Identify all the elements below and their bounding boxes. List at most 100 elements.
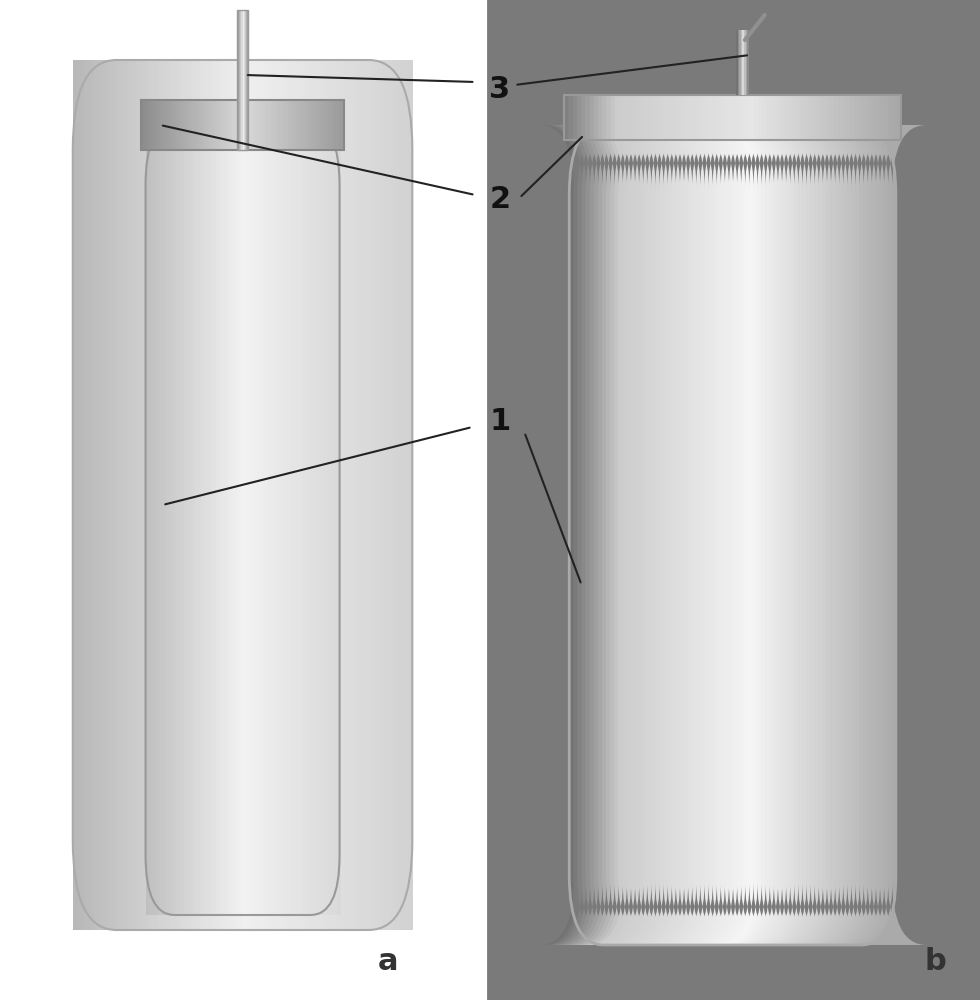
- Bar: [169, 100, 172, 150]
- Bar: [766, 95, 771, 140]
- Bar: [222, 100, 225, 150]
- Bar: [154, 100, 157, 150]
- Bar: [243, 10, 244, 150]
- Bar: [238, 60, 243, 930]
- FancyBboxPatch shape: [642, 125, 706, 945]
- Bar: [880, 95, 885, 140]
- Bar: [98, 60, 104, 930]
- FancyBboxPatch shape: [736, 125, 800, 945]
- FancyBboxPatch shape: [768, 125, 833, 945]
- Bar: [741, 30, 743, 95]
- Bar: [746, 30, 748, 95]
- FancyBboxPatch shape: [817, 125, 882, 945]
- Bar: [846, 95, 852, 140]
- Bar: [408, 60, 414, 930]
- FancyBboxPatch shape: [858, 125, 922, 945]
- Text: b: b: [924, 948, 947, 976]
- Bar: [240, 10, 242, 150]
- Bar: [205, 60, 210, 930]
- FancyBboxPatch shape: [699, 125, 763, 945]
- FancyBboxPatch shape: [597, 125, 662, 945]
- Bar: [164, 100, 168, 150]
- Bar: [189, 100, 193, 150]
- Bar: [285, 60, 290, 930]
- Bar: [299, 100, 302, 150]
- Bar: [288, 100, 292, 150]
- FancyBboxPatch shape: [670, 125, 735, 945]
- Bar: [200, 60, 206, 930]
- Bar: [181, 100, 185, 150]
- Bar: [218, 100, 220, 150]
- FancyBboxPatch shape: [658, 125, 722, 945]
- Bar: [167, 60, 172, 930]
- Bar: [293, 125, 297, 915]
- Bar: [270, 125, 272, 915]
- Bar: [235, 125, 239, 915]
- FancyBboxPatch shape: [678, 125, 743, 945]
- FancyBboxPatch shape: [629, 125, 694, 945]
- Bar: [286, 100, 289, 150]
- Bar: [838, 95, 843, 140]
- Bar: [783, 95, 788, 140]
- Bar: [662, 95, 666, 140]
- Bar: [219, 125, 221, 915]
- Bar: [264, 60, 269, 930]
- Bar: [289, 60, 294, 930]
- Bar: [758, 95, 763, 140]
- Bar: [808, 95, 813, 140]
- Bar: [311, 125, 314, 915]
- Bar: [382, 60, 388, 930]
- Bar: [293, 100, 297, 150]
- Bar: [572, 95, 578, 140]
- Bar: [245, 125, 248, 915]
- Bar: [631, 95, 637, 140]
- Bar: [317, 100, 319, 150]
- Bar: [867, 95, 872, 140]
- FancyBboxPatch shape: [585, 125, 649, 945]
- Bar: [754, 95, 759, 140]
- Bar: [234, 60, 239, 930]
- Bar: [337, 100, 340, 150]
- FancyBboxPatch shape: [548, 125, 612, 945]
- FancyBboxPatch shape: [776, 125, 841, 945]
- Bar: [155, 125, 159, 915]
- Bar: [774, 95, 780, 140]
- Bar: [123, 60, 129, 930]
- FancyBboxPatch shape: [617, 125, 681, 945]
- Bar: [304, 100, 307, 150]
- Bar: [176, 100, 180, 150]
- Bar: [73, 60, 78, 930]
- Bar: [221, 60, 226, 930]
- Bar: [145, 60, 150, 930]
- Bar: [366, 60, 370, 930]
- FancyBboxPatch shape: [740, 125, 804, 945]
- Bar: [657, 95, 662, 140]
- Bar: [245, 10, 246, 150]
- Bar: [291, 125, 294, 915]
- FancyBboxPatch shape: [613, 125, 677, 945]
- Bar: [263, 100, 267, 150]
- Bar: [262, 125, 266, 915]
- Bar: [240, 125, 243, 915]
- FancyBboxPatch shape: [813, 125, 877, 945]
- Bar: [796, 95, 801, 140]
- Bar: [298, 125, 302, 915]
- Bar: [183, 60, 188, 930]
- Bar: [214, 125, 217, 915]
- Bar: [128, 60, 133, 930]
- FancyBboxPatch shape: [552, 125, 616, 945]
- Bar: [90, 60, 95, 930]
- Bar: [636, 95, 641, 140]
- Bar: [199, 100, 203, 150]
- Bar: [314, 100, 318, 150]
- Bar: [842, 95, 847, 140]
- Bar: [261, 100, 264, 150]
- Bar: [334, 100, 338, 150]
- Bar: [279, 125, 282, 915]
- Bar: [274, 125, 277, 915]
- FancyBboxPatch shape: [654, 125, 718, 945]
- Bar: [156, 100, 160, 150]
- Bar: [585, 95, 591, 140]
- Bar: [210, 100, 213, 150]
- Bar: [858, 95, 864, 140]
